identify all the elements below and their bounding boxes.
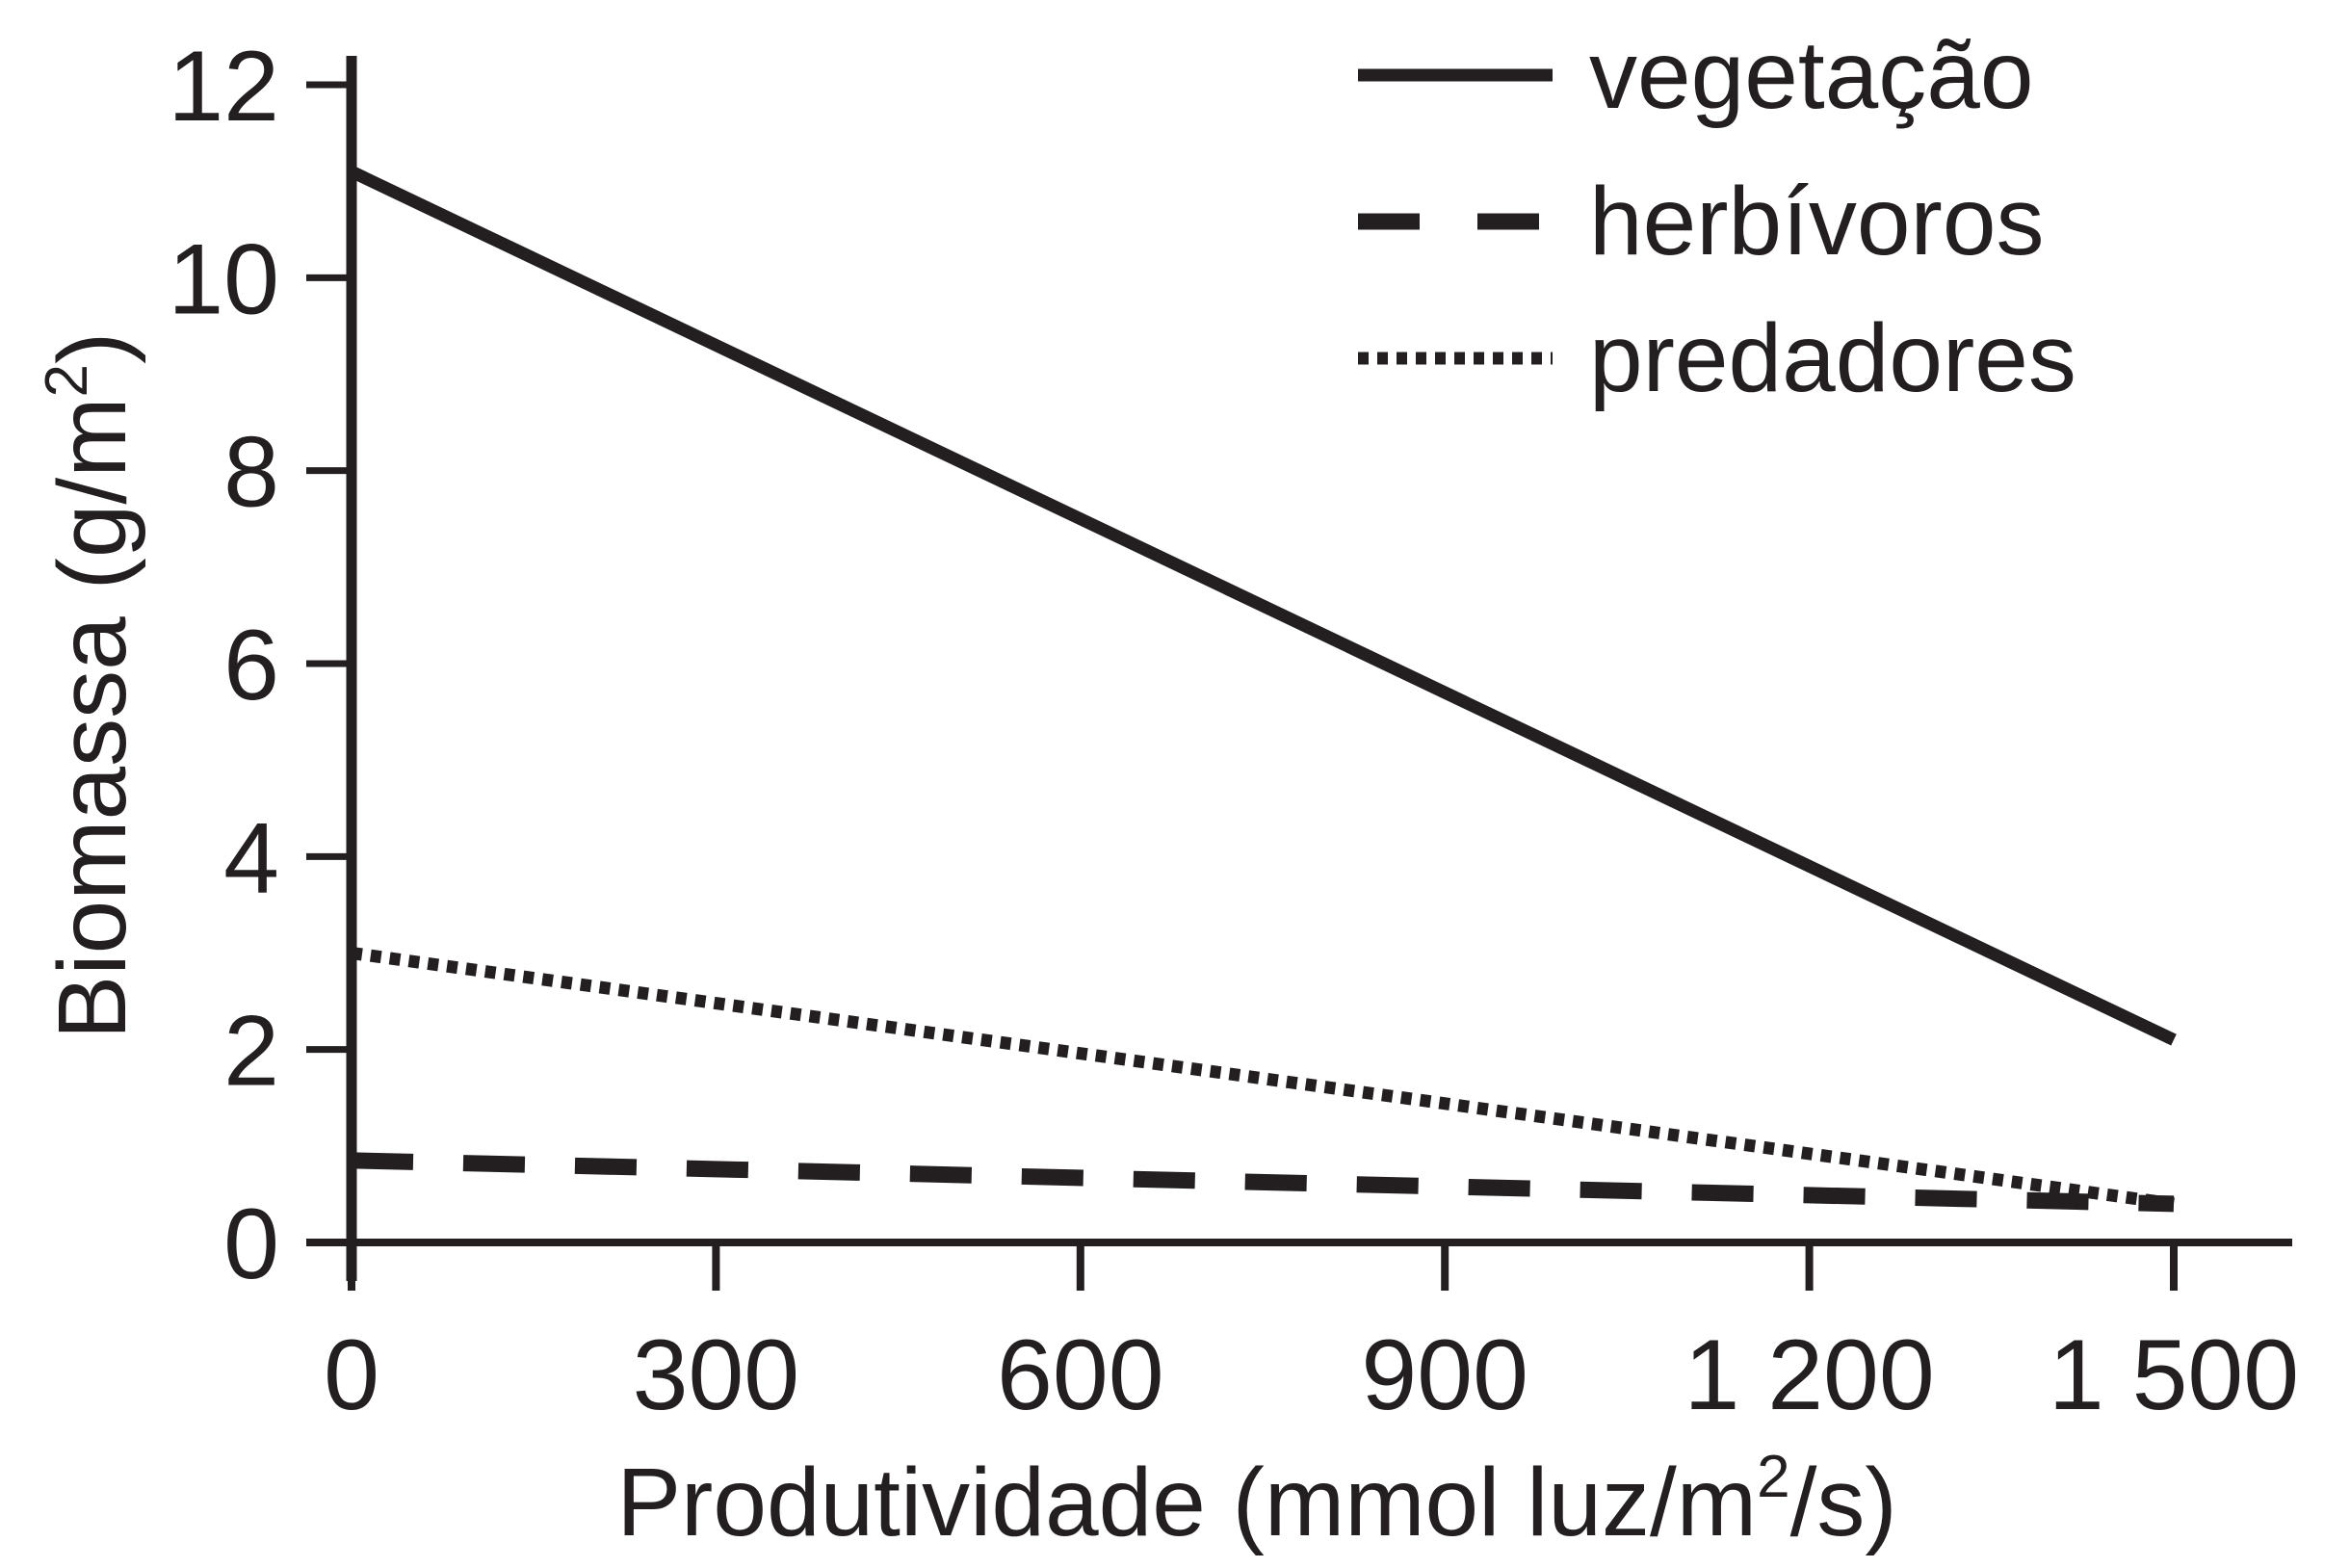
y-tick-label: 0: [223, 1189, 279, 1300]
y-tick-label: 12: [168, 31, 279, 143]
x-tick-label: 1 200: [1684, 1320, 1934, 1431]
y-ticks: 0 2 4 6 8 10 12: [168, 31, 352, 1300]
x-tick-label: 900: [1361, 1320, 1528, 1431]
y-tick-label: 4: [223, 802, 279, 914]
y-tick-label: 2: [223, 996, 279, 1108]
x-axis-title-sup: 2: [1757, 1444, 1789, 1510]
y-tick-label: 10: [168, 223, 279, 335]
legend-label-herbivoros: herbívoros: [1589, 168, 2044, 275]
series-lines: [349, 166, 2177, 1213]
y-axis-title-end: ): [39, 332, 146, 364]
y-axis-title: Biomassa (g/m2): [34, 332, 146, 1040]
series-line-vegetacao: [349, 166, 2177, 1046]
y-axis-title-main: Biomassa (g/m: [39, 397, 146, 1039]
x-ticks: 0 300 600 900 1 200 1 500: [324, 1242, 2299, 1431]
x-axis-title-end: /s): [1790, 1449, 1897, 1556]
axes: [306, 56, 2292, 1281]
y-tick-label: 8: [223, 417, 279, 529]
legend: vegetação herbívoros predadores: [1358, 21, 2076, 412]
y-axis-title-sup: 2: [34, 364, 100, 397]
x-axis-title-main: Produtividade (mmol luz/m: [616, 1449, 1757, 1556]
x-tick-label: 1 500: [2049, 1320, 2299, 1431]
x-tick-label: 300: [633, 1320, 800, 1431]
y-tick-label: 6: [223, 610, 279, 721]
legend-label-predadores: predadores: [1589, 304, 2076, 412]
x-axis-title: Produtividade (mmol luz/m2/s): [616, 1444, 1896, 1556]
legend-label-vegetacao: vegetação: [1589, 21, 2033, 129]
series-line-herbivoros: [351, 1152, 2175, 1213]
x-tick-label: 600: [997, 1320, 1164, 1431]
x-tick-label: 0: [324, 1320, 379, 1431]
